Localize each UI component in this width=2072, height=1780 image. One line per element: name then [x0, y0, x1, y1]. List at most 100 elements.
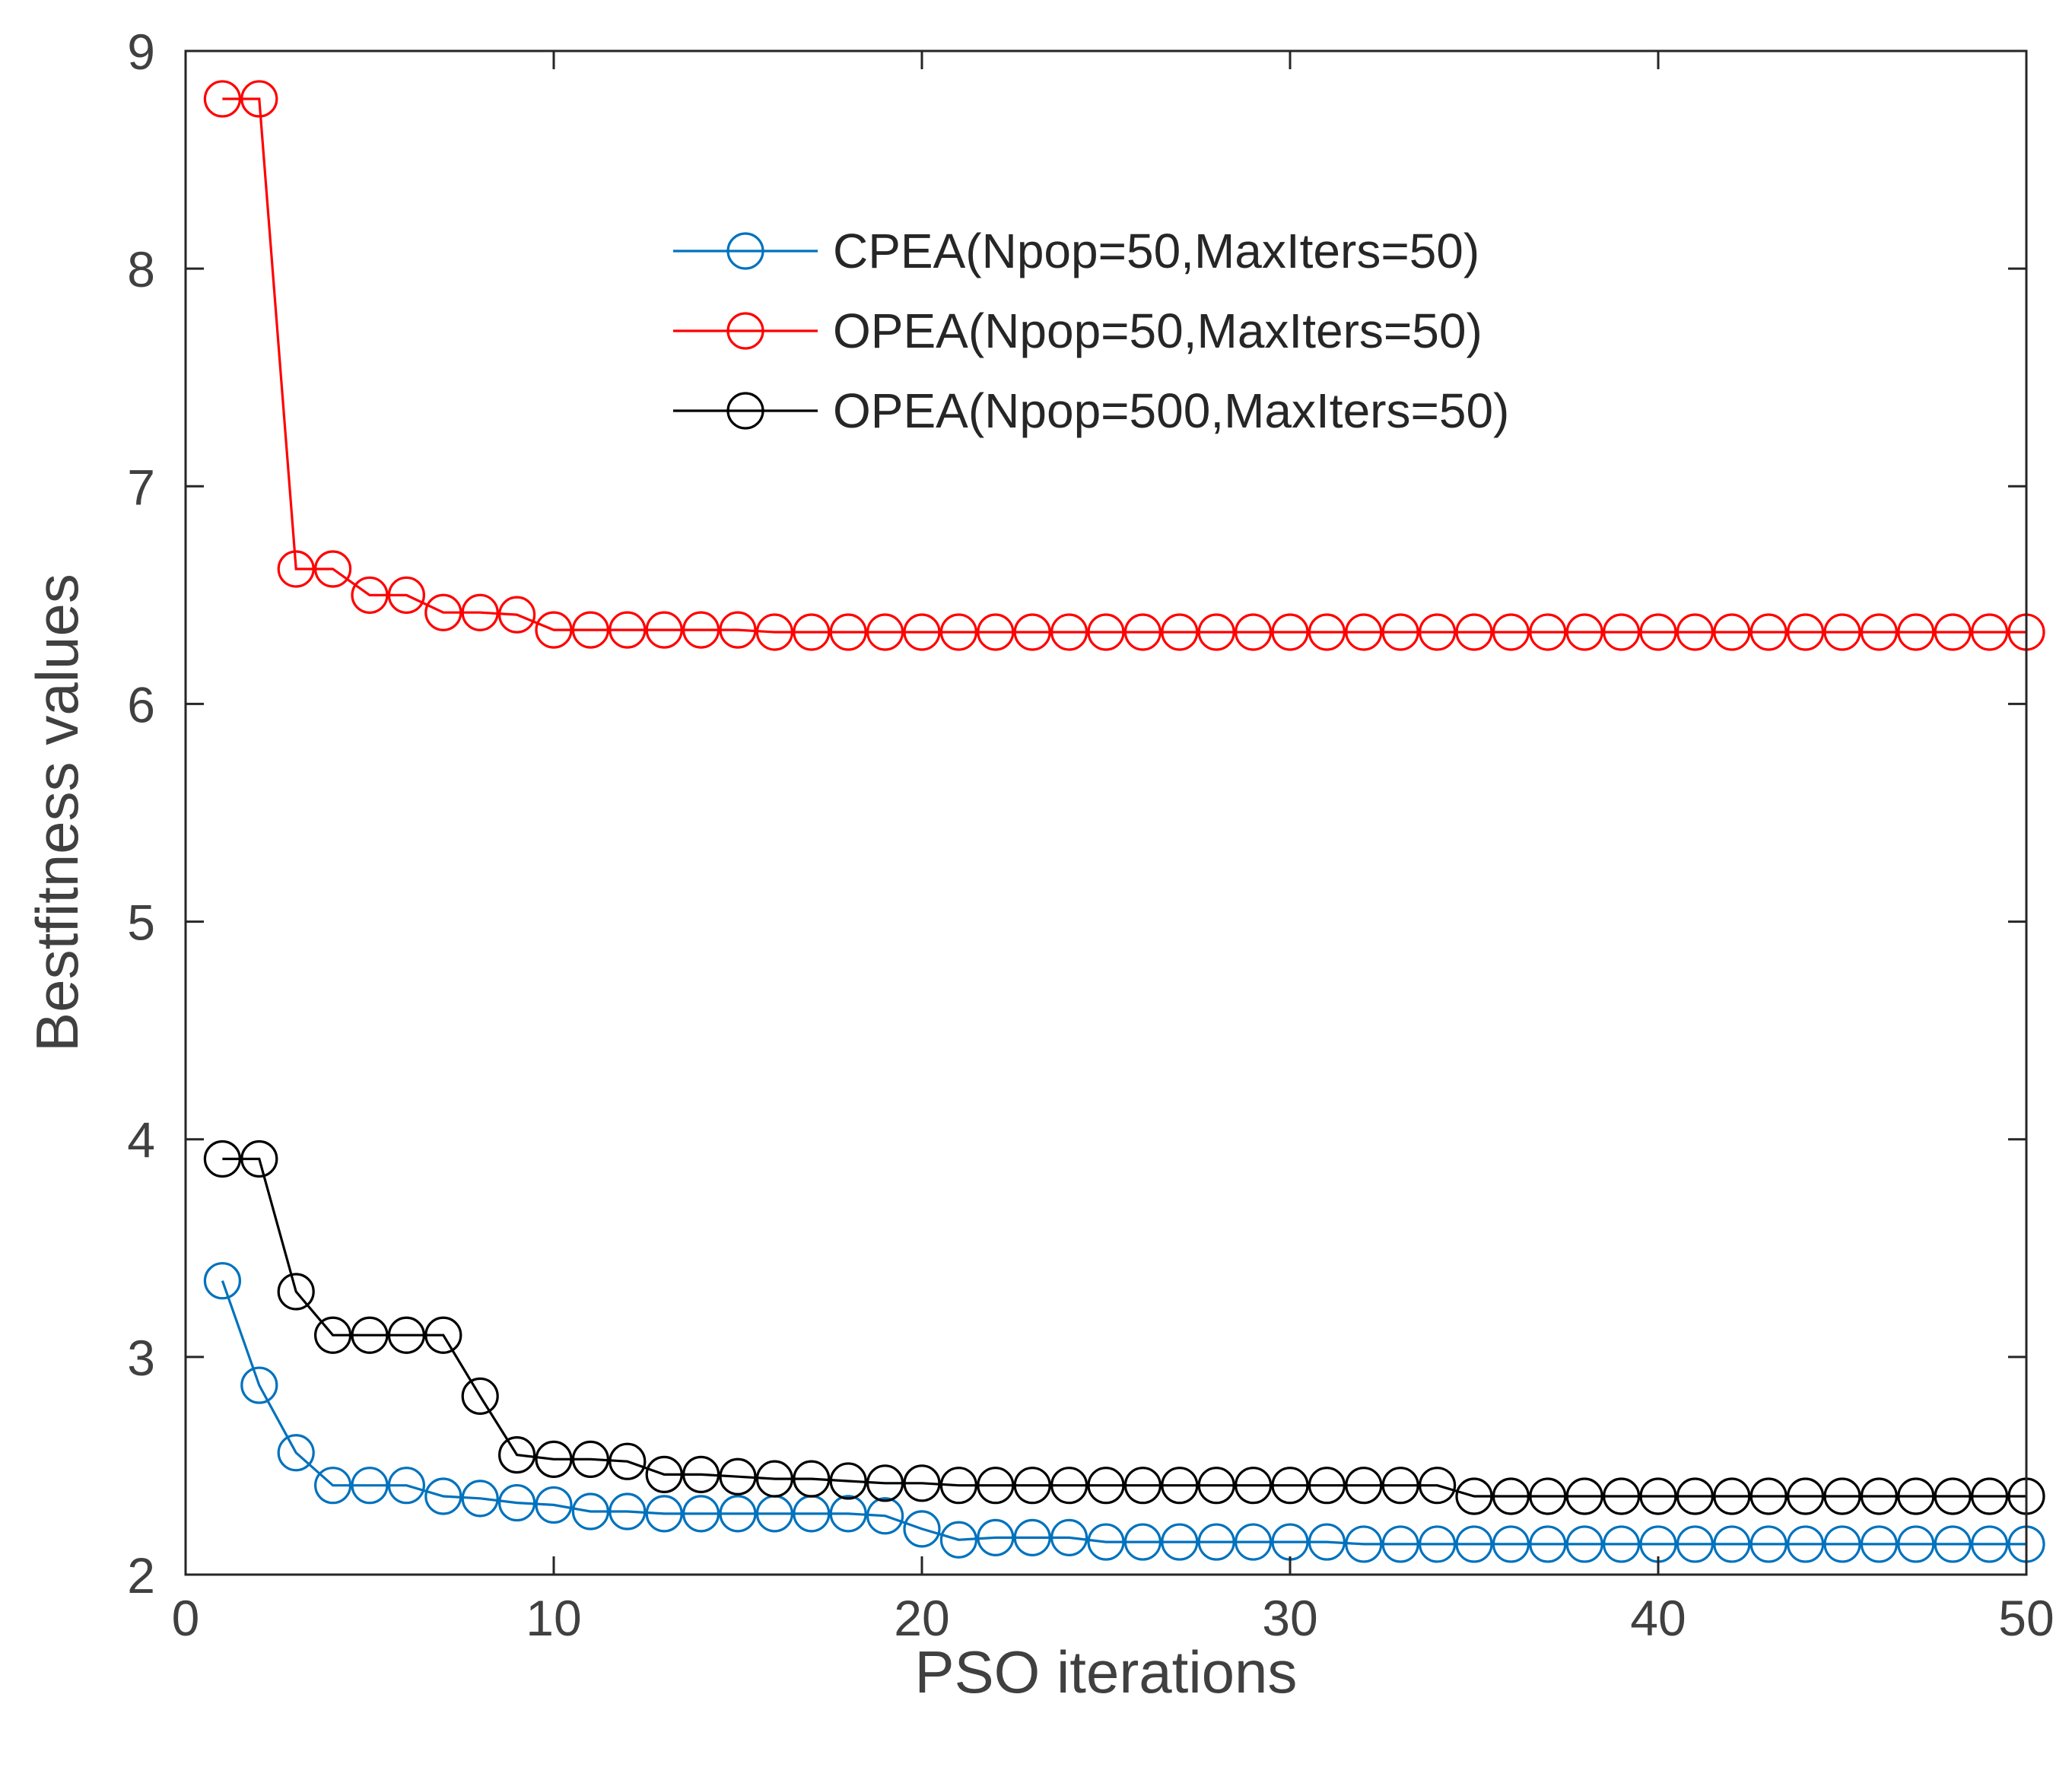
data-point — [387, 576, 426, 614]
data-point — [240, 1366, 278, 1404]
x-tick-label: 40 — [1630, 1590, 1686, 1646]
data-point — [1823, 613, 1861, 651]
data-point — [645, 611, 683, 649]
data-point — [1639, 613, 1677, 651]
data-point — [314, 550, 352, 588]
data-point — [351, 1316, 389, 1354]
x-axis-label: PSO iterations — [915, 1639, 1298, 1705]
axis-ticks: 0 10 20 30 40 50 2 3 4 5 6 7 8 9 — [127, 24, 2054, 1646]
data-point — [1345, 1525, 1383, 1563]
data-point — [1050, 1518, 1088, 1556]
data-point — [829, 1495, 867, 1533]
data-point — [939, 1521, 978, 1559]
legend-label: OPEA(Npop=50,MaxIters=50) — [833, 304, 1482, 358]
data-point — [1345, 613, 1383, 651]
data-point — [277, 1273, 315, 1311]
data-point — [1934, 1525, 1972, 1563]
data-point — [1603, 1477, 1641, 1515]
data-point — [1676, 1477, 1714, 1515]
data-point — [1271, 1467, 1309, 1505]
data-point — [1418, 1467, 1457, 1505]
data-point — [1087, 1467, 1125, 1505]
x-tick-label: 0 — [172, 1590, 200, 1646]
y-tick-label: 2 — [127, 1547, 155, 1604]
legend-label: CPEA(Npop=50,MaxIters=50) — [833, 224, 1479, 278]
y-axis-label: Bestfitness values — [24, 574, 91, 1052]
data-point — [1087, 613, 1125, 651]
x-tick-label: 20 — [894, 1590, 949, 1646]
data-point — [1013, 1467, 1051, 1505]
data-point — [1013, 613, 1051, 651]
data-point — [719, 1457, 757, 1496]
data-point — [571, 611, 610, 649]
x-tick-label: 10 — [526, 1590, 581, 1646]
data-point — [645, 1495, 683, 1533]
data-point — [1971, 1477, 2009, 1515]
series-line — [222, 1157, 2026, 1498]
data-point — [977, 1467, 1015, 1505]
data-point — [903, 613, 941, 651]
data-point — [682, 611, 720, 649]
data-point — [1787, 1477, 1825, 1515]
series-line — [222, 97, 2026, 634]
data-point — [1529, 1477, 1567, 1515]
data-point — [1749, 1477, 1788, 1515]
legend-entry: OPEA(Npop=500,MaxIters=50) — [673, 383, 1509, 438]
data-point — [793, 613, 831, 651]
legend-marker — [726, 392, 764, 430]
data-point — [682, 1495, 720, 1533]
data-point — [1492, 613, 1530, 651]
data-point — [1823, 1525, 1861, 1563]
data-point — [755, 613, 794, 651]
data-point — [1529, 1525, 1567, 1563]
data-point — [1308, 1523, 1346, 1561]
legend: CPEA(Npop=50,MaxIters=50) OPEA(Npop=50,Ma… — [673, 224, 1509, 438]
y-tick-label: 8 — [127, 241, 155, 297]
data-point — [719, 1495, 757, 1533]
data-point — [571, 1492, 610, 1530]
data-point — [903, 1510, 941, 1548]
data-point — [535, 1440, 573, 1478]
data-point — [1676, 1525, 1714, 1563]
data-point — [277, 550, 315, 588]
data-point — [1749, 613, 1788, 651]
data-point — [424, 593, 462, 631]
data-point — [497, 1483, 536, 1522]
data-point — [1897, 1477, 1935, 1515]
data-point — [461, 1480, 499, 1518]
data-point — [1565, 613, 1603, 651]
data-point — [1123, 1467, 1162, 1505]
data-point — [1492, 1477, 1530, 1515]
data-point — [1603, 613, 1641, 651]
data-point — [939, 613, 978, 651]
data-point — [571, 1440, 610, 1478]
series-3 — [203, 1140, 2045, 1515]
data-point — [1565, 1525, 1603, 1563]
data-point — [1197, 1523, 1235, 1561]
data-point — [203, 1140, 241, 1178]
data-point — [1934, 613, 1972, 651]
data-point — [535, 1486, 573, 1524]
data-point — [1565, 1477, 1603, 1515]
data-point — [1787, 613, 1825, 651]
series-2 — [203, 80, 2045, 651]
data-point — [314, 1467, 352, 1505]
data-point — [609, 1442, 647, 1480]
data-point — [1418, 613, 1457, 651]
data-point — [497, 1436, 536, 1474]
data-point — [829, 613, 867, 651]
data-point — [1418, 1525, 1457, 1563]
y-tick-label: 7 — [127, 459, 155, 515]
data-point — [1529, 613, 1567, 651]
data-point — [1013, 1518, 1051, 1556]
data-point — [1308, 1467, 1346, 1505]
data-point — [1971, 1525, 2009, 1563]
data-point — [1161, 613, 1199, 651]
data-point — [866, 613, 904, 651]
data-point — [1713, 613, 1751, 651]
data-point — [1234, 1523, 1273, 1561]
series-line — [221, 1280, 2026, 1546]
data-point — [387, 1316, 426, 1354]
data-point — [1823, 1477, 1861, 1515]
